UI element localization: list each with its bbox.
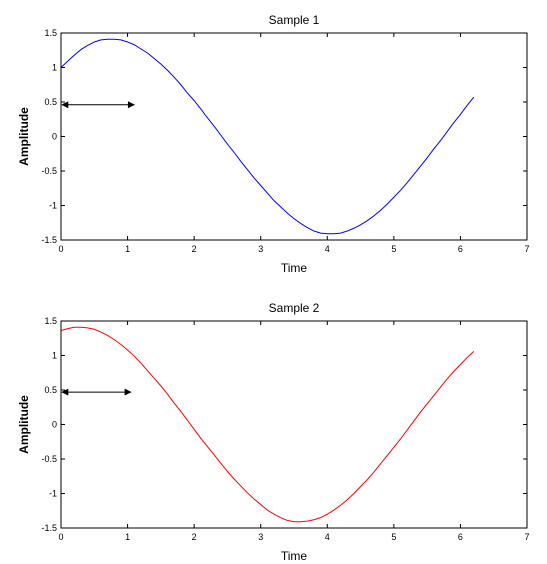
y-tick-label: 0 bbox=[52, 420, 57, 430]
y-tick-label: -1.5 bbox=[41, 235, 57, 245]
x-tick-label: 5 bbox=[391, 244, 396, 254]
x-tick-label: 6 bbox=[458, 244, 463, 254]
y-tick-label: -0.5 bbox=[41, 166, 57, 176]
x-tick-label: 2 bbox=[192, 532, 197, 542]
x-tick-label: 3 bbox=[258, 244, 263, 254]
y-axis-label: Amplitude bbox=[17, 395, 31, 454]
x-tick-label: 0 bbox=[58, 532, 63, 542]
y-tick-label: 0 bbox=[52, 132, 57, 142]
y-tick-label: 1 bbox=[52, 63, 57, 73]
chart-title: Sample 1 bbox=[269, 13, 320, 27]
x-axis-label: Time bbox=[281, 549, 308, 563]
x-tick-label: 0 bbox=[58, 244, 63, 254]
series-line bbox=[60, 326, 475, 523]
x-tick-label: 7 bbox=[524, 532, 529, 542]
y-tick-label: 0.5 bbox=[44, 97, 57, 107]
y-tick-label: -1.5 bbox=[41, 523, 57, 533]
chart-2: 0 1 2 3 4 5 6 7 -1.5 -1 -0.5 0 0.5 1 1.5 Sample 2 Time Am… bbox=[17, 301, 530, 563]
x-axis-label: Time bbox=[281, 261, 308, 275]
x-tick-label: 1 bbox=[125, 244, 130, 254]
y-tick-label: 0.5 bbox=[44, 385, 57, 395]
y-tick-label: -0.5 bbox=[41, 454, 57, 464]
chart-title: Sample 2 bbox=[269, 301, 320, 315]
y-tick-label: 1 bbox=[52, 351, 57, 361]
x-tick-label: 2 bbox=[192, 244, 197, 254]
y-tick-label: -1 bbox=[49, 489, 57, 499]
plot-area-frame bbox=[60, 320, 528, 529]
x-tick-label: 6 bbox=[458, 532, 463, 542]
chart-1: 0 1 2 3 4 5 6 7 -1.5 -1 -0.5 0 0.5 1 1.5 Sample 1 Time Am… bbox=[17, 13, 530, 275]
x-tick-label: 5 bbox=[391, 532, 396, 542]
series-line bbox=[60, 38, 475, 235]
x-tick-label: 1 bbox=[125, 532, 130, 542]
y-tick-label: 1.5 bbox=[44, 316, 57, 326]
y-tick-label: 1.5 bbox=[44, 28, 57, 38]
x-tick-label: 3 bbox=[258, 532, 263, 542]
x-tick-label: 4 bbox=[325, 532, 330, 542]
x-tick-label: 7 bbox=[524, 244, 529, 254]
y-tick-label: -1 bbox=[49, 201, 57, 211]
plot-area-frame bbox=[60, 32, 528, 241]
x-tick-label: 4 bbox=[325, 244, 330, 254]
y-axis-label: Amplitude bbox=[17, 107, 31, 166]
